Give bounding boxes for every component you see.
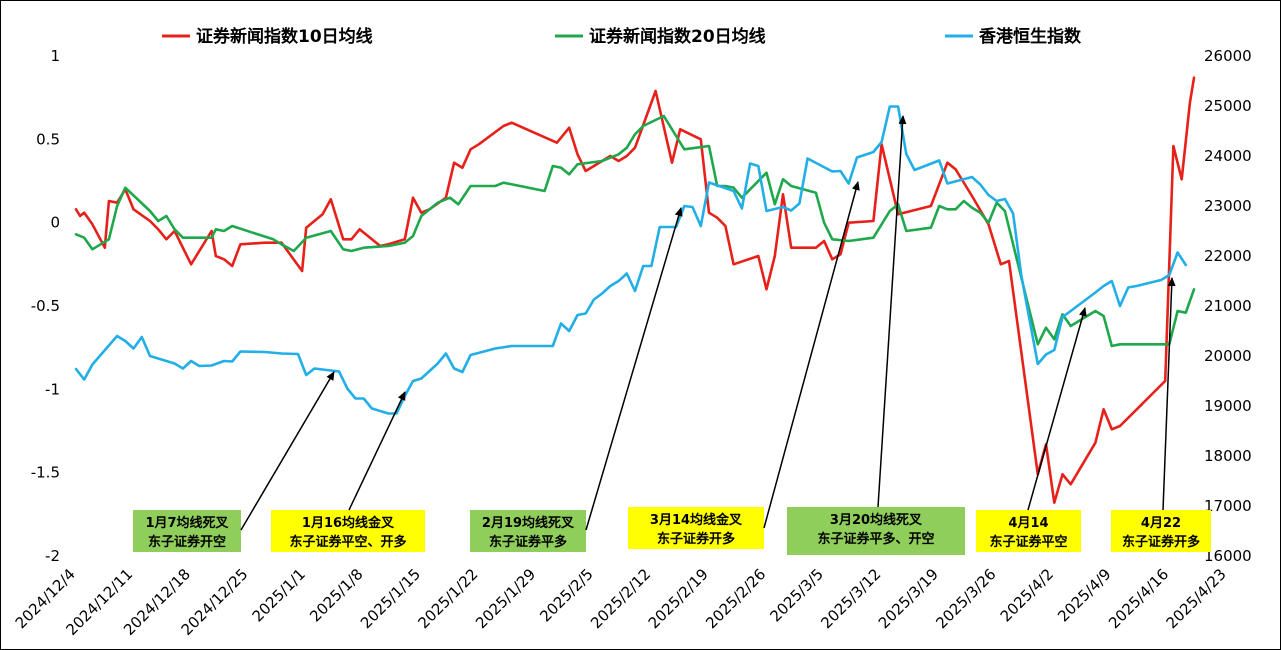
- annotation-text: 4月22: [1141, 516, 1181, 531]
- annotation-arrow: [585, 207, 683, 531]
- annotation-text: 东子证券平多、开空: [817, 531, 934, 547]
- y-left-tick-label: 1: [50, 47, 60, 65]
- annotation-arrow: [877, 115, 907, 508]
- annotation-box: [787, 507, 965, 555]
- annotation-text: 东子证券平空: [989, 534, 1067, 550]
- annotation-box: [271, 510, 425, 552]
- annotation-arrow: [763, 181, 860, 529]
- y-right-tick-label: 20000: [1204, 347, 1252, 365]
- y-left-tick-label: 0: [50, 214, 60, 232]
- legend-label: 证券新闻指数20日均线: [589, 26, 766, 47]
- annotation-text: 3月14均线金叉: [650, 512, 743, 528]
- series-line: [74, 114, 1196, 348]
- y-left-tick-label: -1.5: [31, 464, 60, 482]
- annotation: 4月22 东子证券开多: [1111, 277, 1211, 552]
- annotation-text: 东子证券开多: [657, 531, 735, 547]
- y-right-tick-label: 21000: [1204, 297, 1252, 315]
- series-group: [74, 76, 1196, 505]
- y-left-tick-label: -0.5: [31, 297, 60, 315]
- annotation-arrow: [240, 371, 335, 531]
- annotation-text: 1月16均线金叉: [302, 515, 395, 531]
- annotation-box: [628, 507, 764, 549]
- annotations: 1月7均线死叉东子证券开空1月16均线金叉东子证券平空、开多2月19均线死叉东子…: [133, 115, 1211, 555]
- annotation-text: 3月20均线死叉: [830, 512, 923, 528]
- annotation-arrow: [1027, 307, 1087, 511]
- legend-label: 证券新闻指数10日均线: [196, 26, 373, 47]
- y-left-tick-label: -2: [45, 547, 60, 565]
- y-right-tick-label: 18000: [1204, 447, 1252, 465]
- y-right-tick-label: 17000: [1204, 497, 1252, 515]
- y-left-tick-label: 0.5: [36, 130, 60, 148]
- series-line: [74, 105, 1188, 415]
- y-right-tick-label: 26000: [1204, 47, 1252, 65]
- y-right-tick-label: 19000: [1204, 397, 1252, 415]
- legend-label: 香港恒生指数: [979, 26, 1082, 47]
- y-right-tick-label: 25000: [1204, 97, 1252, 115]
- annotation-text: 4月14: [1008, 516, 1048, 531]
- annotation-box: [470, 510, 586, 552]
- legend: 证券新闻指数10日均线 证券新闻指数20日均线 香港恒生指数: [162, 26, 1082, 47]
- y-right-tick-label: 24000: [1204, 147, 1252, 165]
- annotation-box: [976, 510, 1081, 552]
- annotation-text: 东子证券平多: [489, 534, 567, 550]
- annotation: 4月14 东子证券平空: [976, 307, 1087, 552]
- annotation-text: 1月7均线死叉: [145, 515, 229, 531]
- y-right-tick-label: 23000: [1204, 197, 1252, 215]
- y-right-tick-label: 16000: [1204, 547, 1252, 565]
- annotation-text: 东子证券平空、开多: [289, 534, 406, 550]
- annotation-text: 东子证券开空: [148, 534, 226, 550]
- annotation-arrow: [348, 391, 406, 511]
- annotation-text: 东子证券开多: [1122, 534, 1200, 550]
- annotation-box: [1111, 510, 1211, 552]
- y-left-tick-label: -1: [45, 380, 60, 398]
- annotation-arrow: [1162, 277, 1176, 511]
- annotation-box: [133, 510, 241, 552]
- y-right-tick-label: 22000: [1204, 247, 1252, 265]
- annotation-text: 2月19均线死叉: [482, 515, 575, 531]
